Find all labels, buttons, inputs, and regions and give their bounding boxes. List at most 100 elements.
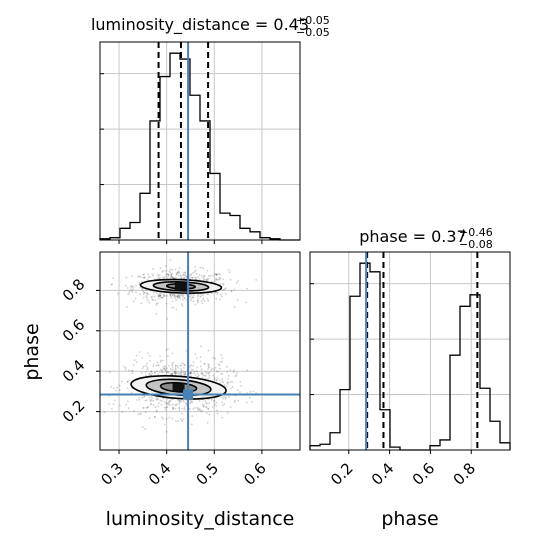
sample-point — [171, 373, 174, 376]
sample-point — [120, 380, 123, 383]
sample-point — [177, 293, 180, 296]
sample-point — [126, 387, 129, 390]
sample-point — [133, 409, 136, 412]
sample-point — [128, 369, 130, 372]
sample-point — [173, 295, 176, 298]
sample-point — [168, 270, 171, 272]
sample-point — [156, 364, 159, 367]
sample-point — [160, 371, 163, 374]
sample-point — [191, 401, 194, 404]
sample-point — [221, 357, 224, 360]
sample-point — [190, 364, 193, 367]
sample-point — [149, 403, 152, 406]
sample-point — [142, 406, 144, 409]
axes-frame-joint — [99, 251, 301, 451]
sample-point — [218, 273, 221, 276]
sample-point — [173, 371, 176, 374]
sample-point — [219, 277, 222, 280]
sample-point — [176, 271, 179, 274]
sample-point — [150, 395, 153, 398]
sample-point — [213, 403, 216, 406]
sample-point — [233, 399, 236, 402]
sample-point — [117, 292, 119, 295]
sample-point — [147, 273, 150, 276]
sample-point — [221, 295, 224, 298]
marks-hist-phase — [309, 252, 511, 451]
sample-point — [167, 371, 170, 374]
sample-point — [221, 360, 223, 363]
sample-point — [207, 367, 209, 370]
sample-point — [196, 295, 199, 297]
sample-point — [220, 373, 222, 375]
sample-point — [171, 372, 174, 375]
density-peak-mode2 — [172, 383, 185, 392]
sample-point — [201, 409, 203, 412]
sample-point — [234, 375, 237, 378]
sample-point — [195, 273, 198, 275]
sample-point — [127, 407, 130, 410]
sample-point — [172, 368, 175, 371]
sample-point — [233, 401, 236, 404]
sample-point — [201, 376, 204, 379]
sample-point — [159, 295, 162, 298]
sample-point — [235, 372, 238, 375]
sample-point — [178, 372, 181, 375]
sample-point — [159, 361, 162, 363]
sample-point — [197, 294, 200, 297]
sample-point — [152, 403, 155, 406]
sample-point — [202, 403, 205, 406]
sample-point — [198, 274, 201, 277]
sample-point — [227, 381, 230, 383]
sample-point — [222, 381, 225, 384]
sample-point — [171, 352, 174, 355]
sample-point — [124, 368, 127, 371]
sample-point — [217, 371, 219, 373]
sample-point — [215, 274, 218, 276]
sample-point — [145, 365, 147, 367]
sample-point — [159, 359, 162, 362]
sample-point — [208, 366, 211, 369]
sample-point — [170, 306, 173, 309]
sample-point — [201, 372, 204, 375]
sample-point — [215, 273, 217, 276]
sample-point — [173, 297, 176, 300]
sample-point — [218, 272, 220, 275]
sample-point — [171, 269, 174, 271]
sample-point — [169, 399, 172, 402]
sample-point — [161, 296, 163, 299]
sample-point — [152, 274, 154, 277]
sample-point — [201, 266, 204, 269]
sample-point — [130, 288, 133, 291]
sample-point — [135, 284, 137, 287]
sample-point — [167, 403, 170, 406]
sample-point — [181, 294, 184, 297]
sample-point — [194, 303, 197, 306]
sample-point — [135, 291, 137, 294]
sample-point — [142, 406, 145, 409]
sample-point — [130, 391, 133, 394]
sample-point — [205, 412, 208, 415]
sample-point — [141, 396, 144, 399]
sample-point — [226, 385, 228, 388]
sample-point — [143, 291, 146, 294]
sample-point — [157, 295, 160, 297]
sample-point — [208, 402, 210, 404]
sample-point — [178, 296, 181, 299]
sample-point — [195, 276, 197, 279]
sample-point — [192, 296, 195, 299]
sample-point — [165, 430, 168, 433]
sample-point — [191, 368, 194, 371]
sample-point — [188, 408, 191, 410]
sample-point — [171, 366, 174, 369]
sample-point — [190, 294, 192, 297]
sample-point — [183, 294, 185, 297]
ticks-hist-phase — [310, 283, 472, 454]
title-phase-sup: +0.46 — [459, 226, 493, 239]
sample-point — [138, 282, 141, 285]
sample-point — [221, 380, 224, 382]
sample-point — [182, 274, 184, 276]
sample-point — [221, 404, 224, 407]
sample-point — [202, 278, 205, 281]
sample-point — [211, 406, 214, 408]
sample-point — [175, 371, 177, 373]
